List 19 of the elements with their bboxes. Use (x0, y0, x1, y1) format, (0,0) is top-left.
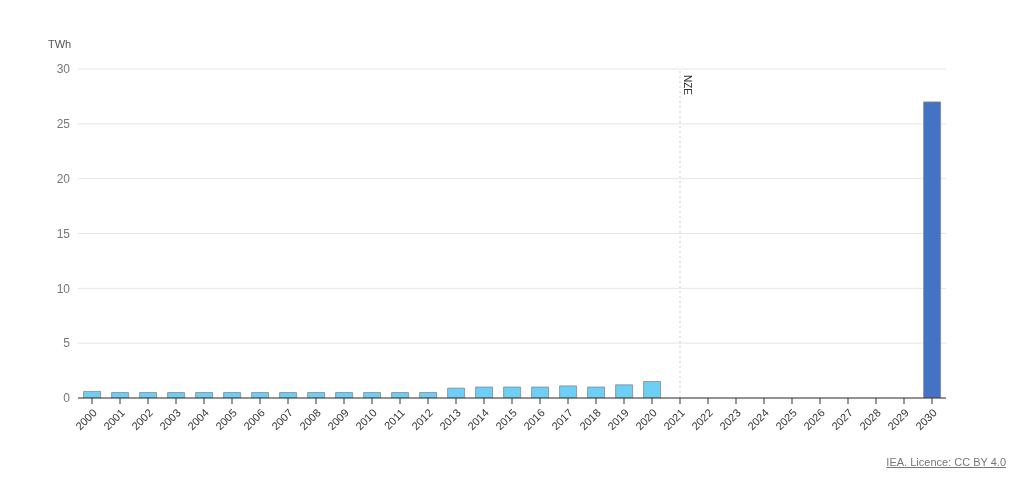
y-tick-label: 15 (56, 226, 71, 241)
y-axis-title: TWh (48, 38, 72, 50)
bar (447, 387, 465, 398)
bar (503, 386, 521, 398)
bar (475, 386, 493, 398)
text: IEA. Licence: CC BY 4.0 (886, 456, 1006, 468)
bar (615, 384, 633, 398)
y-tick-label: 0 (63, 391, 71, 406)
y-tick-label: 20 (56, 171, 71, 186)
bar (559, 385, 577, 398)
bar (531, 386, 549, 398)
y-tick-label: 10 (56, 281, 71, 296)
bar (923, 101, 941, 398)
y-tick-label: 25 (56, 117, 71, 132)
bar (643, 381, 661, 398)
bar (587, 386, 605, 398)
y-tick-label: 30 (56, 62, 71, 77)
ref-line-label: NZE (682, 75, 693, 96)
y-tick-label: 5 (63, 336, 71, 351)
